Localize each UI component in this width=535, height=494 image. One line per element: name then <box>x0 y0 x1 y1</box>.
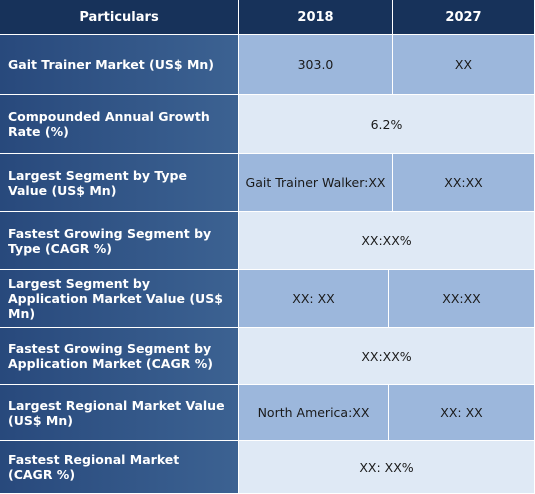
row-label-market-value: Gait Trainer Market (US$ Mn) <box>0 35 239 95</box>
header-year-2027: 2027 <box>393 0 535 35</box>
cell-cagr-merged: 6.2% <box>239 95 535 154</box>
cell-largest-application-2018: XX: XX <box>239 270 389 328</box>
cell-largest-type-2027: XX:XX <box>393 154 535 212</box>
row-label-fastest-region: Fastest Regional Market (CAGR %) <box>0 441 239 494</box>
cell-fastest-application-merged: XX:XX% <box>239 328 535 385</box>
cell-largest-region-2027: XX: XX <box>389 385 535 441</box>
cell-largest-application-2027: XX:XX <box>389 270 535 328</box>
header-particulars: Particulars <box>0 0 239 35</box>
cell-market-value-2027: XX <box>393 35 535 95</box>
row-label-cagr: Compounded Annual Growth Rate (%) <box>0 95 239 154</box>
cell-largest-type-2018: Gait Trainer Walker:XX <box>239 154 393 212</box>
cell-fastest-type-merged: XX:XX% <box>239 212 535 270</box>
cell-fastest-region-merged: XX: XX% <box>239 441 535 494</box>
row-label-largest-application: Largest Segment by Application Market Va… <box>0 270 239 328</box>
row-label-fastest-type: Fastest Growing Segment by Type (CAGR %) <box>0 212 239 270</box>
cell-market-value-2018: 303.0 <box>239 35 393 95</box>
row-label-largest-region: Largest Regional Market Value (US$ Mn) <box>0 385 239 441</box>
cell-largest-region-2018: North America:XX <box>239 385 389 441</box>
header-year-2018: 2018 <box>239 0 393 35</box>
row-label-fastest-application: Fastest Growing Segment by Application M… <box>0 328 239 385</box>
row-label-largest-type: Largest Segment by Type Value (US$ Mn) <box>0 154 239 212</box>
